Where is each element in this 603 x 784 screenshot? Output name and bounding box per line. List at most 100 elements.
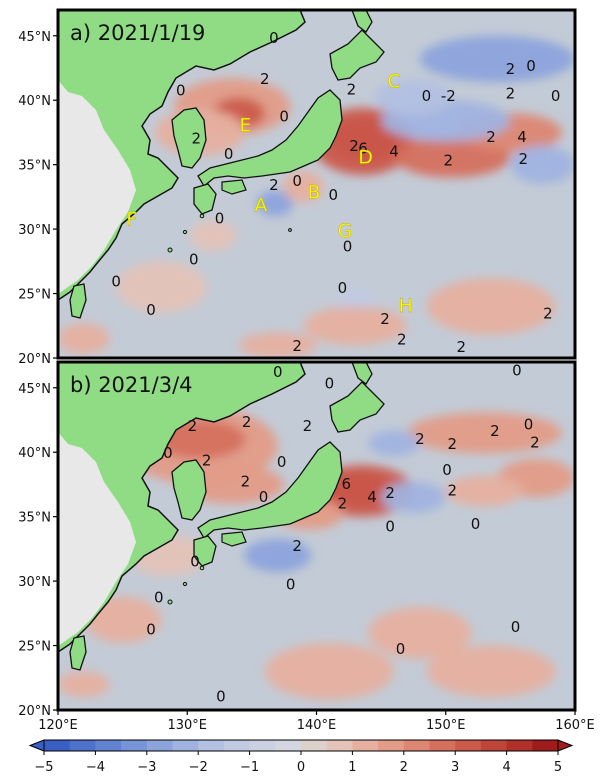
colorbar-segment — [352, 740, 379, 751]
colorbar-segment — [95, 740, 122, 751]
contour-label: 2 — [303, 417, 313, 435]
shikoku — [221, 531, 247, 547]
contour-label: 0 — [154, 588, 164, 606]
contour-label: 0 — [471, 515, 481, 533]
contour-label: 2 — [192, 129, 202, 147]
panel-b-land — [58, 362, 385, 671]
island — [288, 228, 292, 232]
region-label-f: F — [126, 209, 137, 231]
panel-a-y-axis: 45°N 40°N 35°N 30°N 25°N 20°N — [18, 30, 58, 367]
contour-label: 0 — [190, 552, 200, 570]
contour-label: 0 — [146, 621, 156, 639]
anomaly-blob — [238, 332, 317, 358]
anomaly-blob — [264, 642, 395, 700]
colorbar-tick-label: 2 — [400, 760, 408, 775]
contour-label: 0 — [512, 362, 522, 380]
contour-label: 0 — [111, 272, 121, 290]
panel-b-y-axis: 45°N 40°N 35°N 30°N 25°N 20°N — [18, 382, 58, 719]
contour-label: 0 — [551, 87, 561, 105]
y-tick-label: 35°N — [18, 159, 51, 174]
anomaly-blob — [426, 645, 556, 698]
contour-label: 2 — [447, 481, 457, 499]
island — [199, 565, 205, 571]
anomaly-blob — [180, 465, 285, 504]
x-tick-label: 130°E — [167, 718, 207, 733]
taiwan — [69, 635, 87, 671]
contour-label: 6 — [358, 140, 368, 158]
contour-label: 2 — [530, 434, 540, 452]
colorbar-segment — [403, 740, 430, 751]
contour-label: 0 — [269, 29, 279, 47]
taiwan — [69, 283, 87, 319]
region-label-e: E — [239, 115, 251, 137]
contour-label: 0 — [526, 57, 536, 75]
anomaly-blob — [381, 481, 446, 513]
contour-label: 0 — [277, 453, 287, 471]
x-tick-label: 140°E — [297, 718, 337, 733]
colorbar-segment — [249, 740, 276, 751]
region-label-d: D — [358, 147, 373, 169]
contour-label: 2 — [260, 70, 270, 88]
colorbar-segment — [429, 740, 456, 751]
contour-label: 2 — [397, 330, 407, 348]
anomaly-blob — [368, 430, 420, 457]
contour-label: 0 — [343, 238, 353, 256]
anomaly-blob — [257, 190, 294, 217]
kyushu — [193, 535, 217, 567]
region-label-c: C — [387, 71, 400, 93]
colorbar-tick-label: 5 — [554, 760, 562, 775]
contour-label: 0 — [224, 145, 234, 163]
region-label-b: B — [307, 182, 320, 204]
asia-interior — [58, 432, 136, 646]
contour-label: 4 — [389, 142, 399, 160]
colorbar: −5 −4 −3 −2 −1 0 1 2 3 4 5 — [28, 739, 574, 775]
colorbar-segment — [44, 740, 71, 751]
contour-label: 0 — [273, 363, 283, 381]
contour-label: 0 — [442, 461, 452, 479]
y-tick-label: 40°N — [18, 94, 51, 109]
panel-b-title: b) 2021/3/4 — [70, 373, 193, 397]
colorbar-tick-label: −3 — [137, 760, 156, 775]
contour-label: 0 — [216, 688, 226, 706]
contour-label: 0 — [396, 640, 406, 658]
contour-label: 2 — [506, 84, 516, 102]
contour-label: 0 — [215, 209, 225, 227]
colorbar-segment — [223, 740, 251, 751]
contour-label: 0 — [385, 517, 395, 535]
contour-label: 0 — [189, 251, 199, 269]
contour-label: 2 — [292, 537, 302, 555]
contour-label: 0 — [325, 374, 335, 392]
contour-label: 0 — [511, 618, 521, 636]
sakhalin — [351, 362, 373, 385]
contour-label: 2 — [543, 305, 553, 323]
panel-a-frame — [56, 8, 577, 360]
panel-b-x-axis: 120°E 130°E 140°E 150°E 160°E — [38, 710, 595, 733]
sakhalin — [351, 10, 373, 33]
y-tick-label: 25°N — [18, 640, 51, 655]
anomaly-blob — [282, 171, 325, 203]
y-tick-label: 25°N — [18, 288, 51, 303]
colorbar-segment — [301, 740, 328, 751]
contour-label: 0 — [259, 488, 269, 506]
colorbar-tick-label: −1 — [240, 760, 259, 775]
island — [199, 213, 205, 219]
anomaly-blob — [116, 261, 207, 313]
contour-label: 2 — [506, 60, 516, 78]
shikoku — [221, 179, 247, 195]
colorbar-segment — [172, 740, 199, 751]
honshu — [197, 89, 343, 187]
contour-label: 4 — [517, 128, 527, 146]
anomaly-blob — [303, 306, 407, 346]
contour-label: 2 — [415, 430, 425, 448]
colorbar-segment — [198, 740, 225, 751]
y-tick-label: 40°N — [18, 446, 51, 461]
contour-label: 0 — [524, 416, 534, 434]
hokkaido — [329, 381, 385, 433]
contour-label: 2 — [447, 435, 457, 453]
contour-label: 4 — [367, 488, 377, 506]
region-label-a: A — [254, 194, 267, 216]
